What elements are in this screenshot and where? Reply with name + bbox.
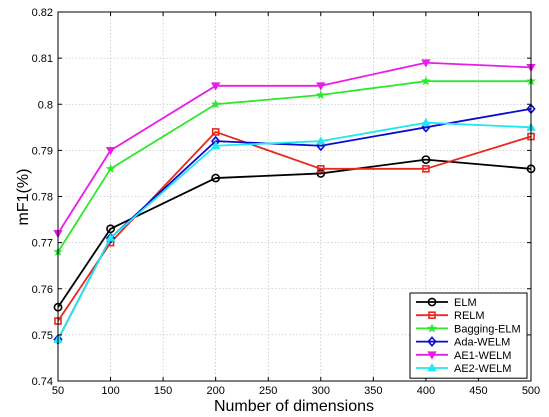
legend-item: Ada-WELM	[416, 336, 510, 349]
series-line	[57, 121, 532, 340]
y-tick-label: 0.76	[32, 284, 53, 296]
legend-marker	[428, 311, 436, 320]
x-tick-label: 200	[206, 385, 224, 397]
legend-item: ELM	[416, 297, 477, 309]
legend-marker	[427, 336, 437, 348]
y-tick-label: 0.74	[32, 376, 53, 388]
legend-item: Bagging-ELM	[416, 323, 521, 335]
data-point	[421, 76, 431, 86]
x-tick-label: 450	[469, 385, 487, 397]
legend-item: AE2-WELM	[416, 363, 511, 375]
legend-label: AE2-WELM	[454, 363, 511, 375]
data-point	[316, 136, 326, 145]
y-axis-title: mF1(%)	[15, 169, 32, 226]
legend-item: RELM	[416, 310, 485, 322]
x-tick-label: 250	[259, 385, 277, 397]
y-tick-label: 0.81	[32, 53, 53, 65]
series-line	[57, 80, 531, 253]
legend-label: AE1-WELM	[454, 350, 511, 362]
y-tick-label: 0.79	[32, 145, 53, 157]
data-point	[211, 173, 221, 183]
y-tick-label: 0.75	[32, 330, 53, 342]
data-point	[316, 165, 325, 173]
x-tick-label: 400	[417, 385, 435, 397]
legend-label: Bagging-ELM	[454, 323, 521, 335]
data-point	[106, 224, 115, 234]
legend-marker	[427, 363, 437, 372]
data-point	[422, 165, 430, 173]
data-point	[421, 117, 431, 127]
data-point	[316, 169, 326, 178]
legend-label: Ada-WELM	[454, 337, 510, 349]
x-tick-label: 50	[52, 385, 64, 397]
y-tick-label: 0.8	[38, 99, 53, 111]
data-point	[211, 128, 220, 136]
data-point	[210, 99, 221, 109]
ticks: 50 100 150 200 250 300 350 400 450 500 0.74 0.75 0.7…	[32, 7, 541, 397]
y-tick-label: 0.77	[32, 238, 53, 250]
legend-marker	[427, 323, 437, 333]
x-axis-title: Number of dimensions	[214, 398, 374, 415]
data-point	[315, 89, 326, 100]
legend-item: AE1-WELM	[416, 350, 511, 362]
legend-marker	[427, 297, 437, 307]
legend-label: RELM	[454, 310, 485, 322]
x-tick-label: 100	[101, 385, 119, 397]
data-point	[210, 82, 221, 91]
data-point	[105, 163, 116, 173]
legend-marker	[427, 351, 437, 360]
data-point	[421, 155, 431, 164]
data-point	[105, 146, 116, 156]
x-tick-label: 350	[364, 385, 382, 397]
series-line	[57, 61, 532, 234]
series-line	[57, 158, 532, 308]
data-point	[316, 82, 326, 91]
x-tick-label: 150	[154, 385, 172, 397]
legend-box	[409, 292, 528, 379]
y-tick-label: 0.78	[32, 192, 53, 204]
x-tick-label: 300	[312, 385, 330, 397]
data-point	[421, 59, 431, 68]
x-tick-label: 500	[522, 385, 540, 397]
legend-label: ELM	[454, 297, 477, 309]
data-point	[210, 140, 221, 150]
series-ae1-welm	[53, 59, 536, 239]
y-tick-label: 0.82	[32, 7, 53, 19]
data-point	[105, 233, 116, 242]
